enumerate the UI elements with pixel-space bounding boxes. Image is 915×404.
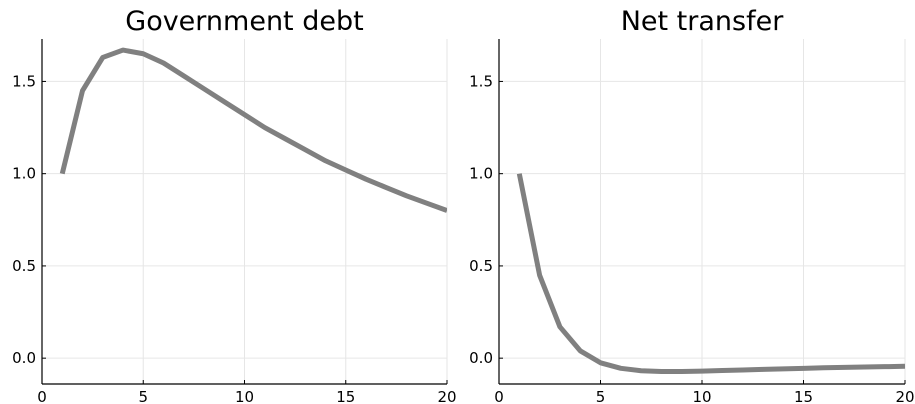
panel-net-transfer: Net transfer 0 5 10 15 20 0.0 0.5 1.0 1.5 bbox=[469, 6, 914, 404]
y-tick-label: 1.0 bbox=[12, 165, 36, 183]
x-tick-label: 20 bbox=[437, 388, 456, 404]
x-tick-label: 0 bbox=[37, 388, 47, 404]
chart-title: Net transfer bbox=[621, 6, 785, 37]
y-tick-label: 0.5 bbox=[12, 257, 36, 275]
x-tick-label: 15 bbox=[336, 388, 355, 404]
series-line bbox=[516, 173, 905, 374]
y-tick-label: 0.0 bbox=[469, 349, 493, 367]
x-tick-label: 5 bbox=[596, 388, 606, 404]
y-tick-label: 0.5 bbox=[469, 257, 493, 275]
y-tick-label: 1.0 bbox=[469, 165, 493, 183]
x-tick-label: 10 bbox=[692, 388, 711, 404]
x-tick-label: 0 bbox=[494, 388, 504, 404]
x-tick-label: 15 bbox=[794, 388, 813, 404]
panel-government-debt: Government debt 0 5 10 15 20 0.0 0.5 1.0 1.5 bbox=[12, 6, 456, 404]
gridlines bbox=[498, 39, 906, 384]
y-tick-label: 1.5 bbox=[12, 72, 36, 90]
chart-title: Government debt bbox=[125, 6, 363, 37]
y-tick-label: 0.0 bbox=[12, 349, 36, 367]
gridlines bbox=[41, 39, 448, 384]
x-tick-label: 20 bbox=[895, 388, 914, 404]
series-line bbox=[59, 47, 447, 213]
x-tick-label: 10 bbox=[235, 388, 254, 404]
x-tick-label: 5 bbox=[138, 388, 148, 404]
y-tick-label: 1.5 bbox=[469, 72, 493, 90]
